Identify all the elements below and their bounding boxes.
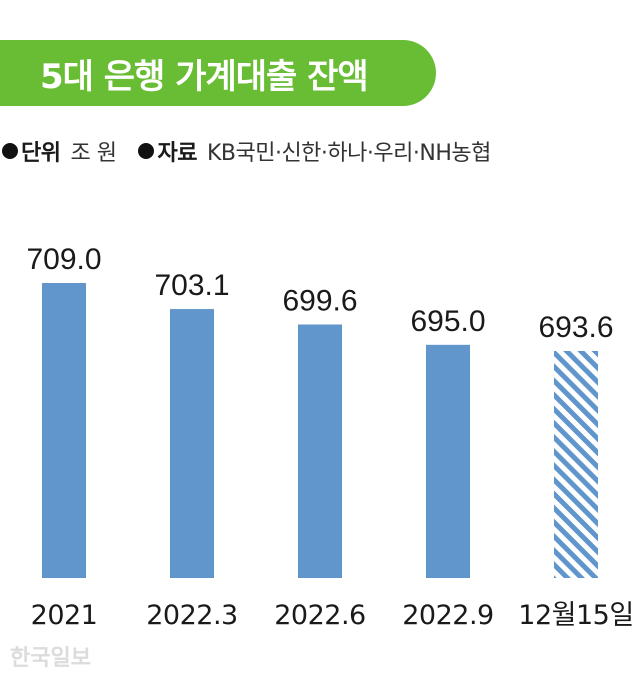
bars-layer: 709.0 2021 703.1 2022.3 699.6 2022.6 695.0 2022… — [26, 243, 634, 631]
bar — [170, 309, 214, 578]
bar — [426, 344, 470, 578]
source-value: KB국민·신한·하나·우리·NH농협 — [206, 141, 491, 166]
bullet-icon — [138, 143, 155, 159]
source-key: 자료 — [157, 141, 197, 166]
meta-row: 단위 조 원 자료 KB국민·신한·하나·우리·NH농협 — [2, 134, 491, 168]
unit-value: 조 원 — [70, 141, 117, 166]
category-label: 2022.6 — [274, 600, 365, 631]
value-label: 695.0 — [410, 305, 485, 338]
category-label: 12월15일 — [518, 600, 633, 631]
value-label: 703.1 — [154, 269, 229, 302]
bar — [42, 283, 86, 578]
category-label: 2022.9 — [402, 600, 493, 631]
value-label: 709.0 — [26, 243, 101, 276]
bar-projected — [554, 351, 598, 578]
category-label: 2021 — [31, 600, 98, 631]
value-label: 699.6 — [282, 285, 357, 318]
publisher-watermark: 한국일보 — [10, 646, 91, 671]
value-label: 693.6 — [538, 311, 613, 344]
unit-key: 단위 — [21, 141, 61, 166]
chart-title: 5대 은행 가계대출 잔액 — [40, 56, 369, 97]
chart-title-banner: 5대 은행 가계대출 잔액 — [0, 40, 436, 106]
bullet-icon — [2, 143, 18, 159]
category-label: 2022.3 — [146, 600, 237, 631]
bar — [298, 324, 342, 578]
